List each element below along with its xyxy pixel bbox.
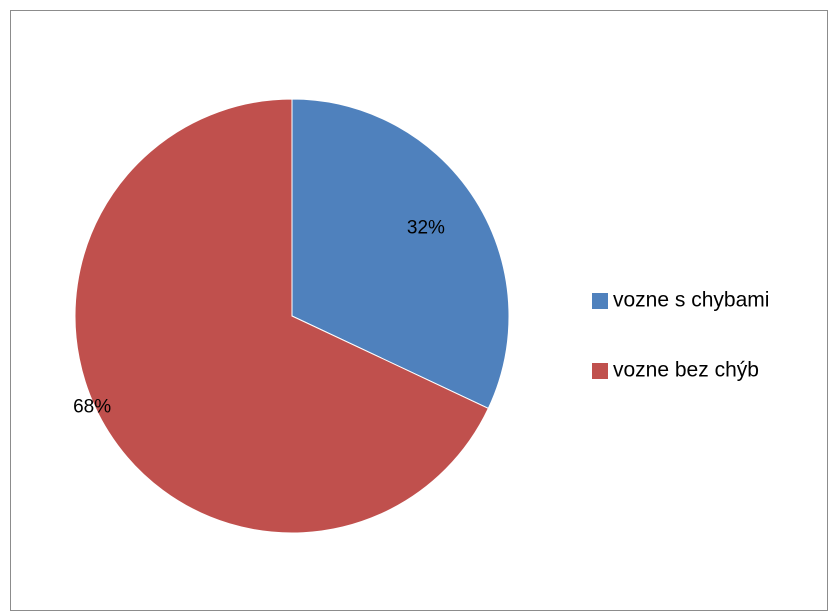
legend: vozne s chybami vozne bez chýb bbox=[592, 289, 769, 382]
legend-label: vozne s chybami bbox=[613, 289, 769, 312]
chart-frame: 32% 68% vozne s chybami vozne bez chýb bbox=[10, 10, 828, 611]
pie-slice-label-vozne-bez-chyb: 68% bbox=[73, 397, 111, 418]
pie-slices bbox=[74, 98, 510, 534]
pie-slice-label-vozne-s-chybami: 32% bbox=[407, 217, 445, 238]
legend-item-vozne-bez-chyb: vozne bez chýb bbox=[592, 359, 759, 382]
pie-chart: 32% 68% vozne s chybami vozne bez chýb bbox=[73, 98, 769, 534]
legend-swatch bbox=[592, 363, 608, 379]
legend-label: vozne bez chýb bbox=[613, 359, 759, 382]
pie-slice-vozne-s-chybami bbox=[291, 98, 510, 410]
pie-slice-labels: 32% 68% bbox=[73, 217, 445, 417]
legend-item-vozne-s-chybami: vozne s chybami bbox=[592, 289, 769, 312]
legend-swatch bbox=[592, 293, 608, 309]
pie-slice-vozne-bez-chyb bbox=[74, 98, 490, 534]
